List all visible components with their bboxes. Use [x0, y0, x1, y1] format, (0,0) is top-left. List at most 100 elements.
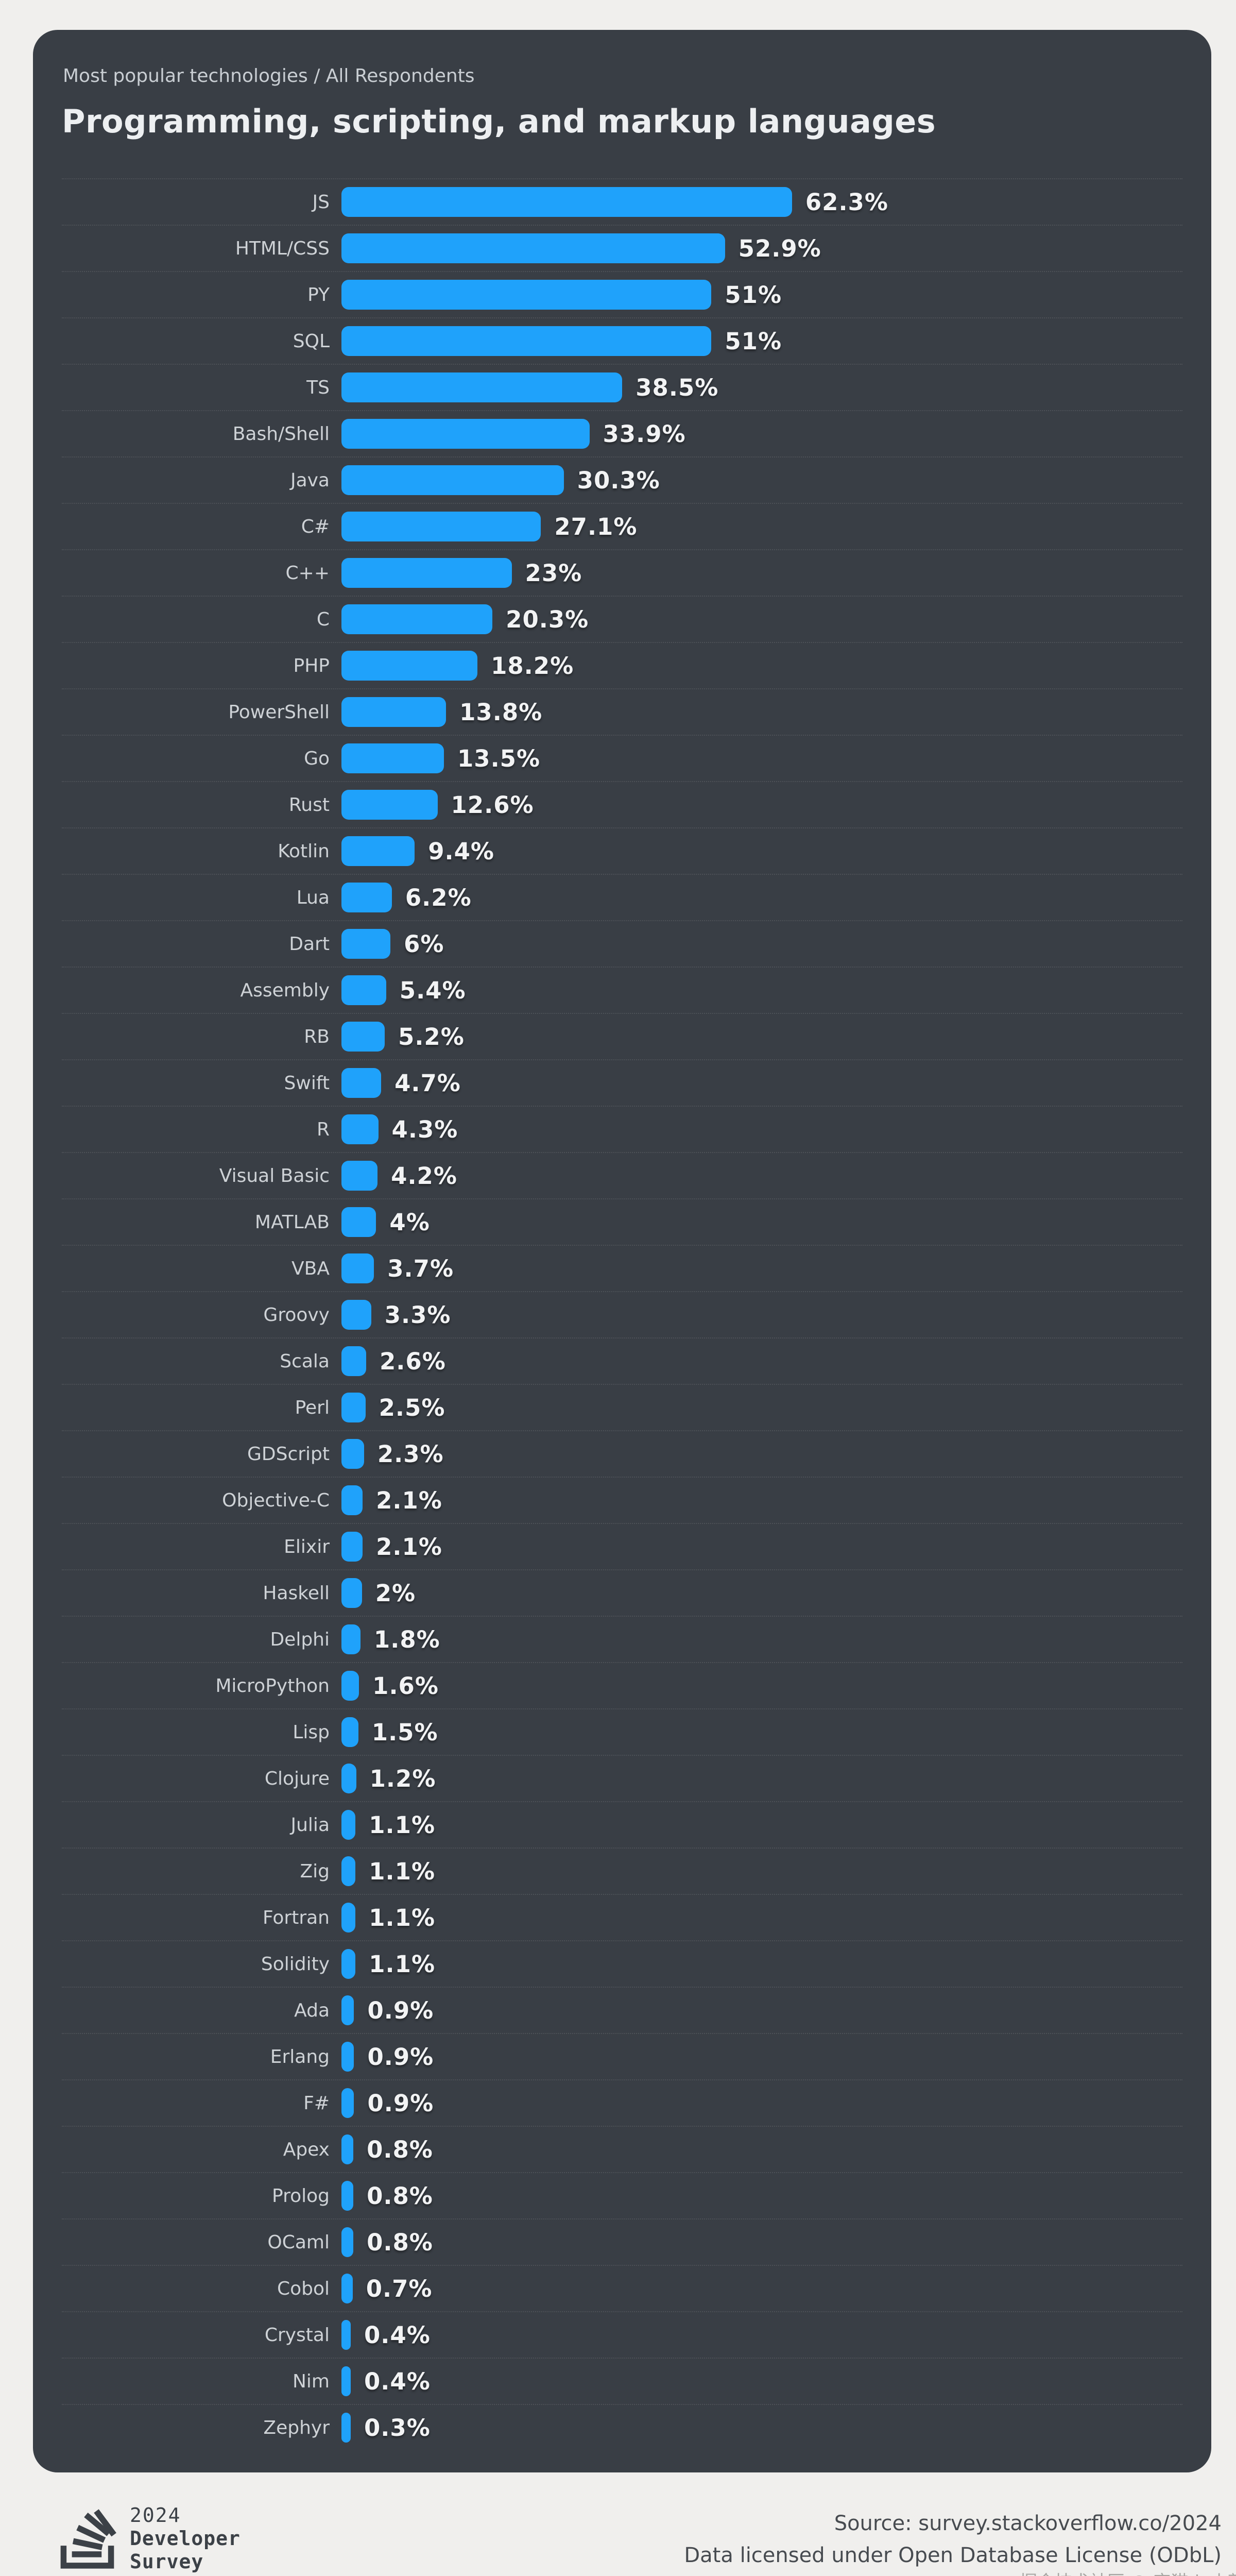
bar-track: 4.3% — [341, 1114, 1182, 1144]
bar-track: 0.3% — [341, 2413, 1182, 2443]
bar-value: 1.1% — [369, 1811, 436, 1839]
bar — [341, 883, 392, 912]
bar-row: Java 30.3% — [62, 456, 1182, 503]
chart-subtitle: Most popular technologies / All Responde… — [63, 65, 475, 87]
bar — [341, 512, 541, 541]
bar-value: 3.3% — [384, 1301, 451, 1329]
bar-value: 12.6% — [451, 791, 534, 819]
bar-track: 51% — [341, 280, 1182, 310]
bar-label: Lua — [296, 887, 330, 908]
bar-label: PY — [307, 284, 330, 306]
bar-value: 0.9% — [367, 2089, 434, 2117]
bar-row: Fortran 1.1% — [62, 1894, 1182, 1940]
bar-row: Julia 1.1% — [62, 1801, 1182, 1848]
bar-track: 0.9% — [341, 2042, 1182, 2072]
bar-label: Bash/Shell — [232, 423, 330, 445]
bar-value: 30.3% — [577, 466, 660, 494]
bar-track: 1.8% — [341, 1624, 1182, 1654]
bar-label: Julia — [290, 1814, 330, 1836]
bar-label: Prolog — [272, 2185, 330, 2207]
bar-label: Apex — [283, 2139, 330, 2160]
bar-label: SQL — [293, 330, 330, 352]
bar — [341, 1485, 363, 1515]
bar — [341, 743, 444, 773]
bar-row: Assembly 5.4% — [62, 967, 1182, 1013]
bar — [341, 1253, 374, 1283]
bar-row: Crystal 0.4% — [62, 2311, 1182, 2358]
bar-label: VBA — [291, 1258, 330, 1279]
bar-value: 0.8% — [367, 2228, 433, 2256]
bar-row: PHP 18.2% — [62, 642, 1182, 688]
bar — [341, 2042, 354, 2072]
bar-label: Scala — [280, 1350, 330, 1372]
bar — [341, 1578, 362, 1608]
bar-value: 1.5% — [371, 1718, 438, 1746]
bar-row: C# 27.1% — [62, 503, 1182, 549]
bar — [341, 1114, 379, 1144]
bar-label: Erlang — [270, 2046, 330, 2067]
bar-label: TS — [306, 377, 330, 398]
bar-value: 2.3% — [377, 1440, 444, 1468]
bar-track: 2.1% — [341, 1485, 1182, 1515]
bar-track: 3.7% — [341, 1253, 1182, 1283]
bar-row: PowerShell 13.8% — [62, 688, 1182, 735]
bar — [341, 1393, 366, 1422]
bar-row: Groovy 3.3% — [62, 1291, 1182, 1337]
bar — [341, 326, 712, 356]
bar-value: 1.1% — [369, 1857, 436, 1885]
bar-value: 1.1% — [369, 1950, 436, 1978]
bar — [341, 1161, 378, 1191]
bar-label: MicroPython — [215, 1675, 330, 1697]
footer-attribution: Source: survey.stackoverflow.co/2024 Dat… — [684, 2511, 1236, 2576]
bar-value: 18.2% — [491, 652, 574, 680]
bar-value: 1.2% — [369, 1765, 436, 1792]
bar-row: Zephyr 0.3% — [62, 2404, 1182, 2450]
bar-track: 0.4% — [341, 2366, 1182, 2396]
bar-label: Cobol — [277, 2278, 330, 2299]
bar-value: 0.8% — [367, 2136, 433, 2163]
bar-label: Ada — [294, 1999, 330, 2021]
bar-value: 0.7% — [366, 2275, 433, 2302]
bar-track: 33.9% — [341, 419, 1182, 449]
bar-label: C# — [301, 516, 330, 537]
bar-row: Ada 0.9% — [62, 1987, 1182, 2033]
bar-track: 2.1% — [341, 1532, 1182, 1562]
bar-track: 3.3% — [341, 1300, 1182, 1330]
bar-value: 0.9% — [367, 1996, 434, 2024]
logo-line-developer: Developer — [130, 2527, 241, 2550]
bar-value: 0.9% — [367, 2043, 434, 2071]
bar-label: Crystal — [264, 2324, 330, 2346]
bar-row: Prolog 0.8% — [62, 2172, 1182, 2218]
bar-row: Delphi 1.8% — [62, 1616, 1182, 1662]
bar-track: 27.1% — [341, 512, 1182, 541]
chart-title: Programming, scripting, and markup langu… — [62, 103, 936, 140]
bar-track: 13.5% — [341, 743, 1182, 773]
footer-branding: 2024 Developer Survey — [60, 2504, 241, 2573]
bar-track: 0.9% — [341, 2088, 1182, 2118]
bar — [341, 1022, 385, 1052]
bar-row: Kotlin 9.4% — [62, 827, 1182, 874]
bar-track: 2.5% — [341, 1393, 1182, 1422]
bar-value: 23% — [525, 559, 582, 587]
bar — [341, 1810, 356, 1840]
bar-track: 5.4% — [341, 975, 1182, 1005]
bar-value: 2% — [375, 1579, 416, 1607]
bar-label: OCaml — [267, 2231, 330, 2253]
bar — [341, 1671, 359, 1701]
bar-label: Elixir — [284, 1536, 330, 1557]
bar-row: Go 13.5% — [62, 735, 1182, 781]
bar-value: 4.2% — [391, 1162, 457, 1190]
bar-label: Lisp — [293, 1721, 330, 1743]
bar-label: Rust — [288, 794, 330, 816]
bar-track: 2.3% — [341, 1439, 1182, 1469]
bar-value: 2.1% — [376, 1533, 442, 1561]
bar-label: JS — [312, 191, 330, 213]
bar-value: 0.8% — [367, 2182, 433, 2210]
bar-track: 1.1% — [341, 1949, 1182, 1979]
bar-value: 4.3% — [391, 1115, 458, 1143]
bar-label: Go — [304, 748, 330, 769]
bar-row: C 20.3% — [62, 596, 1182, 642]
bar-chart: JS 62.3% HTML/CSS 52.9% PY 51% SQL 51% TS 38.5% Ba… — [62, 178, 1182, 2450]
bar-track: 13.8% — [341, 697, 1182, 727]
